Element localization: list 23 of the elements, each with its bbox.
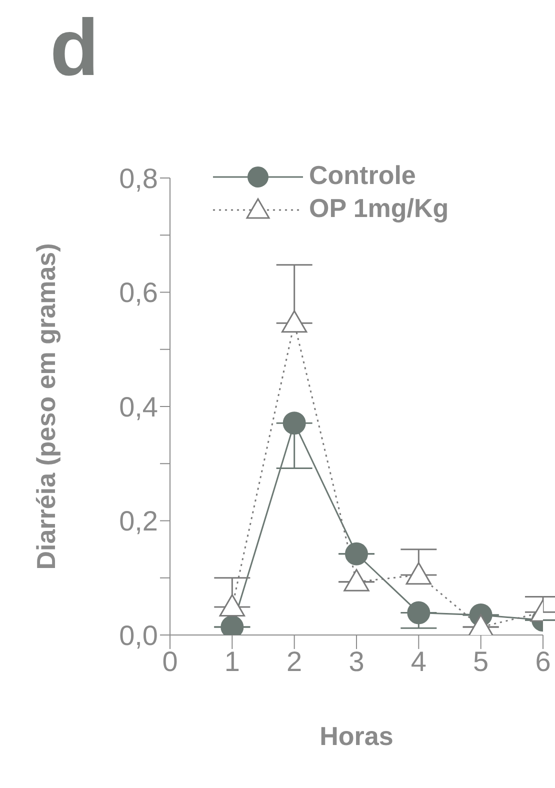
y-tick-label: 0,0 (119, 620, 158, 651)
y-tick-label: 0,2 (119, 506, 158, 537)
y-tick-label: 0,4 (119, 391, 158, 422)
legend-label: OP 1mg/Kg (309, 193, 449, 224)
x-tick-label: 0 (162, 646, 178, 677)
y-tick-label: 0,6 (119, 277, 158, 308)
y-tick-label: 0,8 (119, 162, 158, 194)
x-tick-label: 1 (224, 646, 240, 677)
chart-title: d (50, 2, 99, 94)
x-tick-label: 3 (348, 646, 364, 677)
x-tick-label: 2 (286, 646, 302, 677)
point (344, 569, 370, 592)
point (468, 614, 494, 635)
x-axis-title: Horas (320, 721, 394, 751)
x-tick-label: 4 (410, 646, 426, 677)
x-tick-label: 5 (473, 646, 489, 677)
y-axis-title: Diarréia (peso em gramas) (31, 243, 62, 570)
x-tick-label: 6 (535, 646, 551, 677)
point (345, 542, 368, 566)
point (219, 594, 246, 617)
legend-label: Controle (309, 160, 416, 191)
point (406, 562, 432, 585)
point (281, 310, 308, 333)
